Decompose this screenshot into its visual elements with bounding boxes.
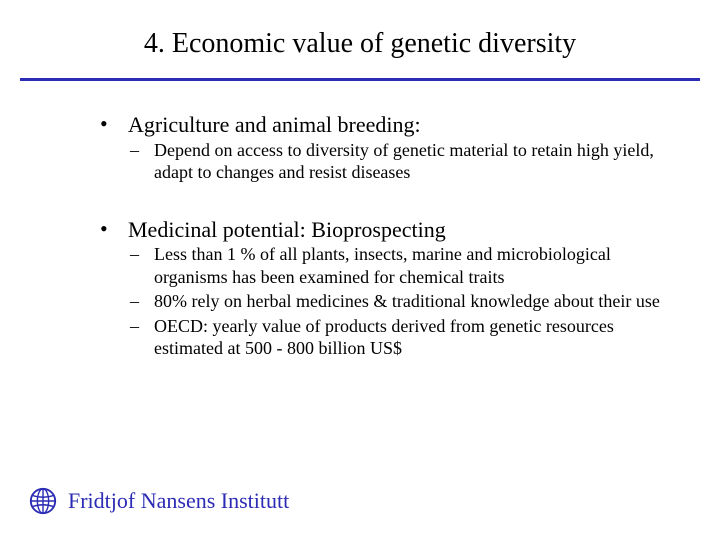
section-2-heading: Medicinal potential: Bioprospecting: [128, 216, 446, 244]
footer-org: Fridtjof Nansens Institutt: [68, 488, 289, 514]
slide-title: 4. Economic value of genetic diversity: [0, 0, 720, 78]
section-1-heading: Agriculture and animal breeding:: [128, 111, 421, 139]
footer: Fridtjof Nansens Institutt: [28, 486, 289, 516]
section-2-item-1: – Less than 1 % of all plants, insects, …: [60, 243, 660, 288]
bullet-mark: •: [100, 111, 128, 137]
globe-icon: [28, 486, 58, 516]
section-1-item-1: – Depend on access to diversity of genet…: [60, 139, 660, 184]
section-1: • Agriculture and animal breeding:: [60, 111, 660, 139]
dash-mark: –: [130, 290, 154, 313]
dash-mark: –: [130, 243, 154, 266]
bullet-mark: •: [100, 216, 128, 242]
dash-mark: –: [130, 139, 154, 162]
slide-body: • Agriculture and animal breeding: – Dep…: [0, 81, 720, 360]
section-2-item-3-text: OECD: yearly value of products derived f…: [154, 315, 660, 360]
section-2-item-2: – 80% rely on herbal medicines & traditi…: [60, 290, 660, 313]
section-2-item-2-text: 80% rely on herbal medicines & tradition…: [154, 290, 660, 313]
section-2: • Medicinal potential: Bioprospecting: [60, 216, 660, 244]
section-1-item-1-text: Depend on access to diversity of genetic…: [154, 139, 660, 184]
section-2-item-1-text: Less than 1 % of all plants, insects, ma…: [154, 243, 660, 288]
dash-mark: –: [130, 315, 154, 338]
section-2-item-3: – OECD: yearly value of products derived…: [60, 315, 660, 360]
